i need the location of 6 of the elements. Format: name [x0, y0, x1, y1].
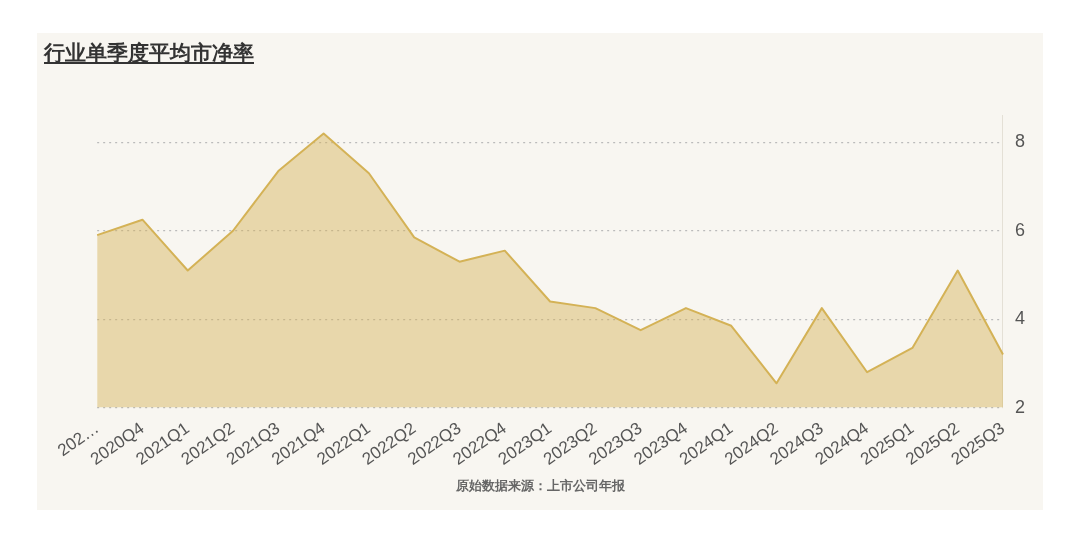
- y-tick-label: 4: [1014, 308, 1025, 329]
- y-tick-label: 6: [1014, 219, 1025, 240]
- text: 原始数据来源：上市公司年报: [454, 477, 626, 495]
- y-tick-label: 8: [1014, 131, 1025, 152]
- chart-title: 行业单季度平均市净率: [44, 40, 254, 67]
- y-tick-label: 2: [1014, 396, 1025, 417]
